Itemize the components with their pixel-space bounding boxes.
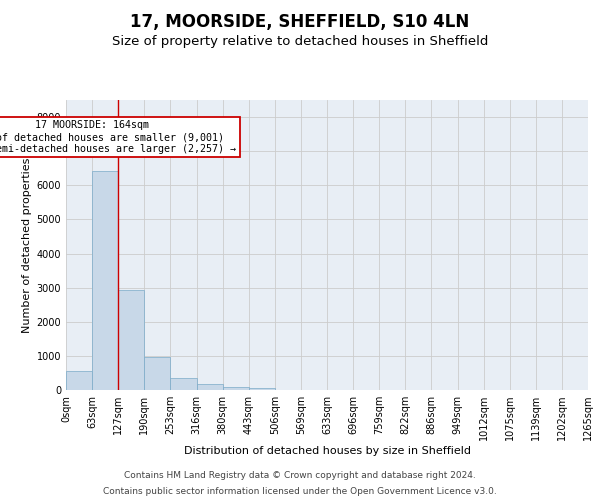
Bar bbox=[249, 388, 275, 390]
X-axis label: Distribution of detached houses by size in Sheffield: Distribution of detached houses by size … bbox=[184, 446, 470, 456]
Bar bbox=[223, 386, 249, 390]
Text: Contains public sector information licensed under the Open Government Licence v3: Contains public sector information licen… bbox=[103, 486, 497, 496]
Bar bbox=[145, 356, 170, 390]
Text: Contains HM Land Registry data © Crown copyright and database right 2024.: Contains HM Land Registry data © Crown c… bbox=[124, 472, 476, 480]
Text: Size of property relative to detached houses in Sheffield: Size of property relative to detached ho… bbox=[112, 34, 488, 48]
Y-axis label: Number of detached properties: Number of detached properties bbox=[22, 158, 32, 332]
Bar bbox=[118, 290, 145, 390]
Bar bbox=[197, 384, 223, 390]
Bar bbox=[170, 378, 197, 390]
Bar bbox=[66, 370, 92, 390]
Bar bbox=[92, 170, 118, 390]
Text: 17 MOORSIDE: 164sqm
← 80% of detached houses are smaller (9,001)
20% of semi-det: 17 MOORSIDE: 164sqm ← 80% of detached ho… bbox=[0, 120, 236, 154]
Text: 17, MOORSIDE, SHEFFIELD, S10 4LN: 17, MOORSIDE, SHEFFIELD, S10 4LN bbox=[130, 14, 470, 32]
